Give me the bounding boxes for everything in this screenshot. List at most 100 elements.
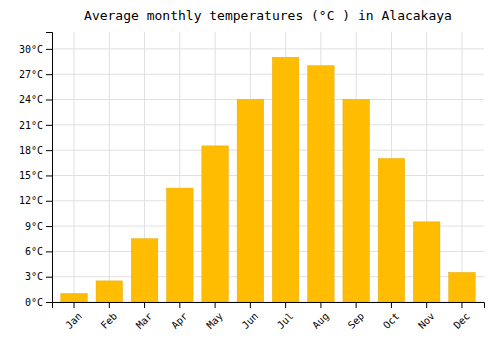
tick-label: Jan <box>63 310 84 331</box>
tick-mark <box>46 201 52 202</box>
tick-label: Feb <box>99 310 120 331</box>
tick-mark <box>46 251 52 252</box>
tick: 27°C <box>19 69 52 80</box>
tick: 0°C <box>25 297 52 308</box>
tick-label: 6°C <box>25 246 43 257</box>
tick-mark <box>74 302 75 308</box>
tick-label: 3°C <box>25 271 43 282</box>
tick: 3°C <box>25 271 52 282</box>
tick-label: 21°C <box>19 120 43 131</box>
grid-line <box>52 48 484 49</box>
tick-mark <box>215 302 216 308</box>
tick-mark <box>250 302 251 308</box>
tick: Jan <box>63 302 84 331</box>
grid-line <box>109 32 110 302</box>
grid-line <box>52 175 484 176</box>
tick-label: 0°C <box>25 297 43 308</box>
bar <box>308 66 334 302</box>
tick-mark <box>46 125 52 126</box>
tick-label: Nov <box>416 310 437 331</box>
tick-label: May <box>204 310 225 331</box>
grid-line <box>52 124 484 125</box>
bar <box>237 100 263 303</box>
bar <box>413 222 439 302</box>
tick-label: Aug <box>310 310 331 331</box>
bar <box>61 294 87 302</box>
tick-mark <box>391 302 392 308</box>
tick-mark <box>46 175 52 176</box>
tick-mark <box>179 302 180 308</box>
tick-mark <box>144 302 145 308</box>
grid-line <box>52 200 484 201</box>
tick-mark <box>46 277 52 278</box>
tick-label: 30°C <box>19 44 43 55</box>
tick: May <box>204 302 225 331</box>
tick-mark <box>46 74 52 75</box>
bars <box>61 57 475 302</box>
tick-label: Oct <box>381 310 402 331</box>
bar <box>131 239 157 302</box>
tick: Dec <box>451 302 472 331</box>
tick: Aug <box>310 302 331 331</box>
grid-line <box>461 32 462 302</box>
bar <box>378 159 404 302</box>
tick-mark <box>46 302 52 303</box>
bar <box>343 100 369 303</box>
y-axis: 0°C 3°C 6°C 9°C 12°C 15°C 18°C 21°C 24°C 27°C 30°C <box>19 33 53 308</box>
tick: Nov <box>416 302 437 331</box>
tick: Apr <box>169 302 190 331</box>
grid-line <box>52 150 484 151</box>
tick: 12°C <box>19 195 52 206</box>
tick: Jul <box>275 302 296 331</box>
grid <box>52 32 484 302</box>
tick-label: 18°C <box>19 145 43 156</box>
tick-mark <box>285 302 286 308</box>
grid-line <box>52 99 484 100</box>
bar <box>272 57 298 302</box>
tick-label: Jul <box>275 310 296 331</box>
tick-label: Sep <box>346 310 367 331</box>
chart: 0°C 3°C 6°C 9°C 12°C 15°C 18°C 21°C 24°C 27°C 30°C… <box>0 0 500 350</box>
bar <box>449 272 475 302</box>
tick: 6°C <box>25 246 52 257</box>
tick-mark <box>320 302 321 308</box>
bar <box>167 188 193 302</box>
grid-line <box>74 32 75 302</box>
tick: 30°C <box>19 44 52 55</box>
grid-line <box>52 74 484 75</box>
tick-mark <box>426 302 427 308</box>
tick-label: 12°C <box>19 195 43 206</box>
tick-mark <box>461 302 462 308</box>
tick: 24°C <box>19 94 52 105</box>
tick-mark <box>46 49 52 50</box>
tick-mark <box>46 226 52 227</box>
tick: 18°C <box>19 145 52 156</box>
bar <box>202 146 228 302</box>
axis-line <box>53 303 485 309</box>
tick: Oct <box>381 302 402 331</box>
tick: Sep <box>346 302 367 331</box>
tick: 9°C <box>25 221 52 232</box>
tick-mark <box>356 302 357 308</box>
tick-mark <box>46 100 52 101</box>
title: Average monthly temperatures (°C ) in Al… <box>84 8 452 23</box>
tick-label: 24°C <box>19 94 43 105</box>
axis-line <box>46 33 53 303</box>
tick-label: Jun <box>240 310 261 331</box>
tick: 21°C <box>19 120 52 131</box>
tick-label: Dec <box>451 310 472 331</box>
tick-mark <box>46 150 52 151</box>
tick: Feb <box>99 302 120 331</box>
tick-label: 9°C <box>25 221 43 232</box>
tick: Jun <box>240 302 261 331</box>
bar <box>96 281 122 302</box>
tick-label: 27°C <box>19 69 43 80</box>
plot: 0°C 3°C 6°C 9°C 12°C 15°C 18°C 21°C 24°C 27°C 30°C… <box>19 32 485 331</box>
tick: Mar <box>134 302 155 331</box>
tick-label: 15°C <box>19 170 43 181</box>
tick-mark <box>109 302 110 308</box>
tick: 15°C <box>19 170 52 181</box>
tick-label: Apr <box>169 310 190 331</box>
x-axis: Jan Feb Mar Apr May Jun Jul Aug Sep Oct Nov Dec <box>53 302 485 331</box>
tick-label: Mar <box>134 310 155 331</box>
